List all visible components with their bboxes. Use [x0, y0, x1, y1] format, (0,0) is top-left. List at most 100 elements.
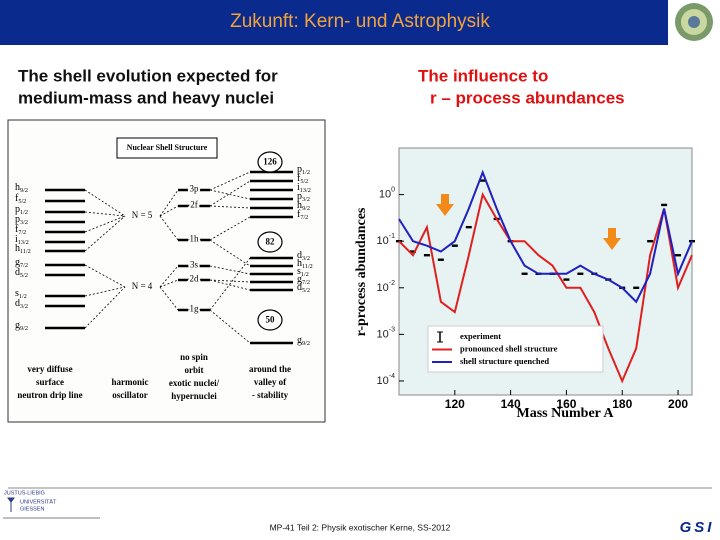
data-point: [577, 272, 584, 275]
level-label: h11/2: [297, 258, 313, 270]
level-label: h11/2: [15, 243, 31, 255]
level-label: p3/2: [297, 191, 310, 203]
data-point: [396, 239, 402, 243]
diagram-caption: surface: [36, 377, 64, 387]
diagram-caption: exotic nuclei/: [169, 378, 220, 388]
orbital-j: 3/2: [302, 196, 310, 203]
orbital-j: 5/2: [18, 198, 26, 205]
level-label: d3/2: [297, 250, 310, 262]
legend-label: pronounced shell structure: [460, 343, 558, 353]
diagram-caption: oscillator: [112, 390, 148, 400]
slide-title: Zukunft: Kern- und Astrophysik: [230, 11, 490, 32]
orbital-letter: d: [15, 298, 20, 309]
data-point: [647, 239, 654, 243]
orbital-letter: p: [15, 204, 20, 215]
orbital-j: 7/2: [18, 229, 26, 236]
level-label: f5/2: [15, 193, 26, 205]
tick-base: 10: [377, 375, 389, 387]
university-name: JUSTUS-LIEBIG: [4, 490, 45, 496]
orbital-letter: h: [15, 243, 20, 254]
magic-number: 126: [263, 157, 277, 167]
magic-circle: [257, 231, 283, 253]
level-label: i13/2: [297, 182, 311, 194]
orbital-letter: g: [15, 257, 20, 268]
orbital-letter: d: [297, 282, 302, 293]
x-tick-label: 120: [445, 397, 465, 411]
orbital-j: 9/2: [302, 340, 310, 347]
orbital-j: 3/2: [20, 303, 28, 310]
diagram-caption: valley of: [254, 377, 287, 387]
tick-exponent: 0: [391, 186, 395, 193]
shell-label: N = 5: [132, 210, 153, 220]
orbital-letter: f: [15, 193, 19, 204]
orbital-j: 5/2: [20, 272, 28, 279]
level-label: g7/2: [297, 274, 310, 286]
diagram-title: Nuclear Shell Structure: [127, 143, 208, 152]
data-point: [465, 225, 472, 229]
orbital-j: 9/2: [20, 187, 28, 194]
tick-base: 10: [379, 189, 391, 201]
orbital-j: 1/2: [19, 293, 27, 300]
orbital-j: 13/2: [300, 187, 311, 194]
orbital-letter: h: [15, 182, 20, 193]
orbital-letter: g: [15, 320, 20, 331]
data-point: [451, 244, 458, 247]
x-tick-label: 200: [668, 397, 688, 411]
level-label: h9/2: [15, 182, 28, 194]
orbital-j: 9/2: [20, 325, 28, 332]
y-tick-label: 10-1: [377, 233, 396, 247]
orbital-j: 1/2: [301, 271, 309, 278]
orbital-j: 11/2: [302, 263, 313, 270]
orbital-j: 1/2: [20, 209, 28, 216]
data-point: [633, 286, 640, 289]
orbital-j: 1/2: [302, 169, 310, 176]
y-tick-label: 100: [379, 186, 395, 200]
diagram-caption: hypernuclei: [171, 391, 217, 401]
diagram-caption: orbit: [185, 365, 204, 375]
level-label: 2d: [190, 274, 200, 284]
level-label: 3p: [190, 184, 200, 194]
x-tick-label: 140: [501, 397, 521, 411]
orbital-j: 9/2: [302, 205, 310, 212]
legend-box: [427, 325, 604, 373]
level-label: s1/2: [297, 266, 309, 278]
level-label: d5/2: [15, 267, 28, 279]
right-heading: r – process abundances: [430, 88, 625, 107]
level-label: s1/2: [15, 288, 27, 300]
orbital-letter: s: [297, 266, 301, 277]
left-heading: medium-mass and heavy nuclei: [18, 88, 274, 107]
orbital-j: 5/2: [300, 178, 308, 185]
data-point: [409, 250, 416, 253]
data-point: [521, 272, 528, 275]
y-tick-label: 10-4: [377, 373, 396, 387]
orbital-j: 7/2: [300, 214, 308, 221]
level-label: 2f: [190, 200, 198, 210]
level-label: g9/2: [297, 335, 310, 347]
y-axis-label: r-process abundances: [354, 207, 369, 336]
shell-label: N = 4: [132, 281, 153, 291]
level-label: g9/2: [15, 320, 28, 332]
level-label: h9/2: [297, 200, 310, 212]
orbital-letter: f: [297, 173, 301, 184]
orbital-letter: g: [297, 274, 302, 285]
diagram-caption: harmonic: [112, 377, 149, 387]
orbital-letter: p: [297, 164, 302, 175]
orbital-letter: g: [297, 335, 302, 346]
magic-number: 82: [266, 237, 276, 247]
x-tick-label: 160: [556, 397, 576, 411]
y-tick-label: 10-2: [377, 280, 396, 294]
tick-base: 10: [377, 328, 389, 340]
orbital-letter: s: [15, 288, 19, 299]
data-point: [563, 278, 570, 281]
orbital-letter: d: [15, 267, 20, 278]
diagram-title-box: [116, 137, 218, 159]
legend-label: experiment: [460, 331, 501, 341]
tick-exponent: -2: [389, 280, 395, 287]
level-label: p3/2: [15, 214, 28, 226]
diagram-caption: - stability: [252, 390, 289, 400]
data-point: [689, 239, 695, 243]
level-label: p1/2: [15, 204, 28, 216]
orbital-j: 7/2: [20, 262, 28, 269]
legend-label: shell structure quenched: [460, 356, 549, 366]
tick-exponent: -3: [389, 326, 395, 333]
